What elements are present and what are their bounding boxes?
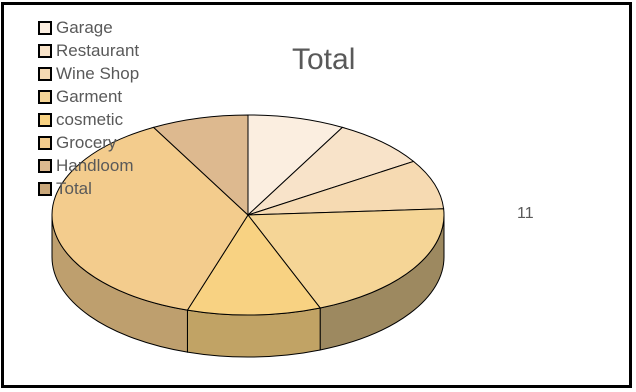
pie-slice [51, 126, 249, 311]
pie-top [51, 114, 445, 316]
legend-swatch [38, 66, 52, 81]
legend-label: Restaurant [56, 40, 140, 60]
data-label: 11 [517, 205, 534, 222]
legend-item: Total [38, 177, 139, 200]
legend-label: Handloom [56, 155, 134, 175]
legend-item: Garment [38, 85, 139, 108]
pie-slice [247, 126, 415, 216]
chart-title: Total [292, 43, 356, 76]
legend-swatch [38, 89, 52, 104]
legend-swatch [38, 158, 52, 173]
legend-item: cosmetic [38, 108, 139, 131]
legend-swatch [38, 43, 52, 58]
legend-swatch [38, 20, 52, 35]
legend-label: Wine Shop [56, 63, 140, 83]
legend-label: cosmetic [56, 109, 124, 129]
pie-slice [186, 214, 322, 316]
legend-swatch [38, 135, 52, 150]
pie-slice [247, 160, 445, 216]
legend-item: Handloom [38, 154, 139, 177]
legend-swatch [38, 112, 52, 127]
pie-slice [152, 114, 249, 217]
legend-label: Garage [56, 17, 113, 37]
legend-item: Grocery [38, 131, 139, 154]
pie-slice [247, 114, 344, 217]
pie-chart [51, 114, 445, 358]
legend-swatch [38, 181, 52, 196]
legend-item: Garage [38, 16, 139, 39]
legend: Garage Restaurant Wine Shop Garment cosmetic… [38, 16, 139, 200]
legend-label: Total [56, 178, 92, 198]
legend-item: Wine Shop [38, 62, 139, 85]
legend-label: Garment [56, 86, 123, 106]
legend-item: Restaurant [38, 39, 139, 62]
pie-slice [247, 208, 445, 309]
chart-frame: Total Garage Restaurant Wine Shop Garment co… [1, 2, 632, 388]
legend-label: Grocery [56, 132, 117, 152]
